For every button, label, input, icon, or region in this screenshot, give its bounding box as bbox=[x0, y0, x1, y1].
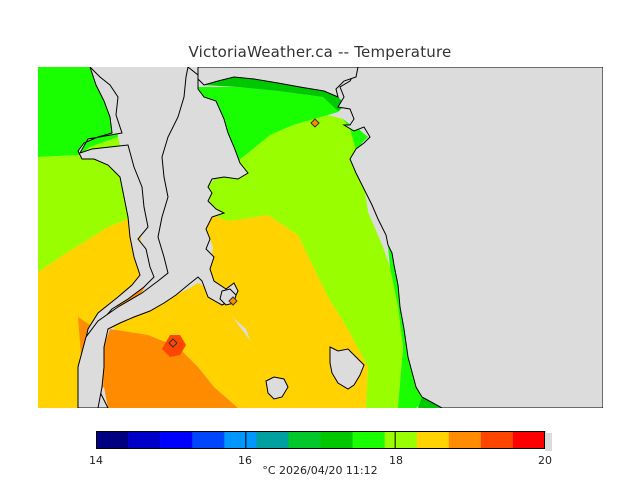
contour-17-to-17-5-west bbox=[38, 137, 138, 272]
contour-18-5-to-19-south bbox=[100, 329, 238, 408]
legend-swatch bbox=[384, 431, 418, 449]
north-coast bbox=[197, 67, 359, 98]
map-title: VictoriaWeather.ca -- Temperature bbox=[188, 43, 452, 61]
legend-swatch bbox=[160, 431, 193, 449]
contour-18-to-18-5-south bbox=[108, 283, 268, 408]
legend-tick-18: 18 bbox=[389, 454, 403, 467]
station-markers bbox=[168, 118, 320, 348]
legend-tick-16: 16 bbox=[238, 454, 252, 467]
legend-swatch bbox=[448, 431, 482, 449]
legend-swatch bbox=[416, 431, 450, 449]
legend-swatch bbox=[256, 431, 289, 449]
south-island bbox=[100, 283, 268, 408]
station-central-marker bbox=[228, 296, 238, 306]
legend-end-cap bbox=[545, 433, 552, 451]
legend-swatch bbox=[320, 431, 353, 449]
temperature-map bbox=[38, 67, 603, 408]
contour-16-5-to-17-northeast bbox=[198, 87, 343, 165]
bay-inlet bbox=[329, 346, 365, 390]
legend-tick-14: 14 bbox=[89, 454, 103, 467]
station-west-marker bbox=[168, 338, 178, 348]
contour-18-to-18-5-west bbox=[38, 215, 148, 408]
legend-swatch bbox=[128, 431, 161, 449]
station-north-marker bbox=[310, 118, 320, 128]
legend-swatch bbox=[512, 431, 546, 449]
legend-swatch bbox=[288, 431, 321, 449]
water-channels bbox=[77, 67, 603, 408]
legend-swatch bbox=[224, 431, 257, 449]
west-landmass bbox=[38, 67, 148, 408]
legend-swatch bbox=[352, 431, 385, 449]
small-bay bbox=[265, 376, 289, 400]
contour-16-5-to-17-peninsula bbox=[356, 127, 368, 145]
unit-timestamp-caption: °C 2026/04/20 11:12 bbox=[262, 464, 378, 477]
contour-16-to-16-5-north bbox=[203, 75, 346, 111]
eastern-channel bbox=[337, 67, 603, 408]
legend-swatch bbox=[192, 431, 225, 449]
central-inlet bbox=[77, 67, 249, 408]
color-scale-legend bbox=[96, 431, 552, 451]
legend-swatch bbox=[480, 431, 514, 449]
contour-18-to-18-5-central bbox=[206, 215, 368, 408]
legend-swatch bbox=[96, 431, 129, 449]
legend-tick-20: 20 bbox=[538, 454, 552, 467]
contour-17-to-17-5-central bbox=[206, 115, 403, 408]
